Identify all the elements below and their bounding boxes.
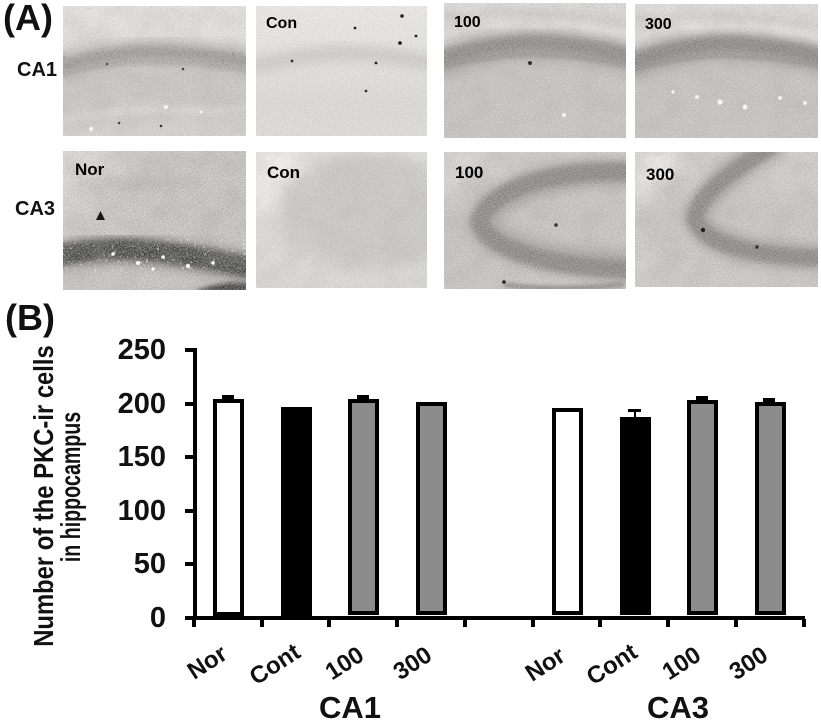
svg-text:300: 300 (645, 16, 672, 33)
svg-text:Nor: Nor (75, 160, 105, 179)
svg-text:100: 100 (454, 14, 481, 31)
svg-text:Con: Con (266, 15, 297, 32)
svg-text:100: 100 (455, 163, 483, 182)
svg-text:300: 300 (646, 165, 674, 184)
svg-text:Con: Con (267, 163, 300, 182)
